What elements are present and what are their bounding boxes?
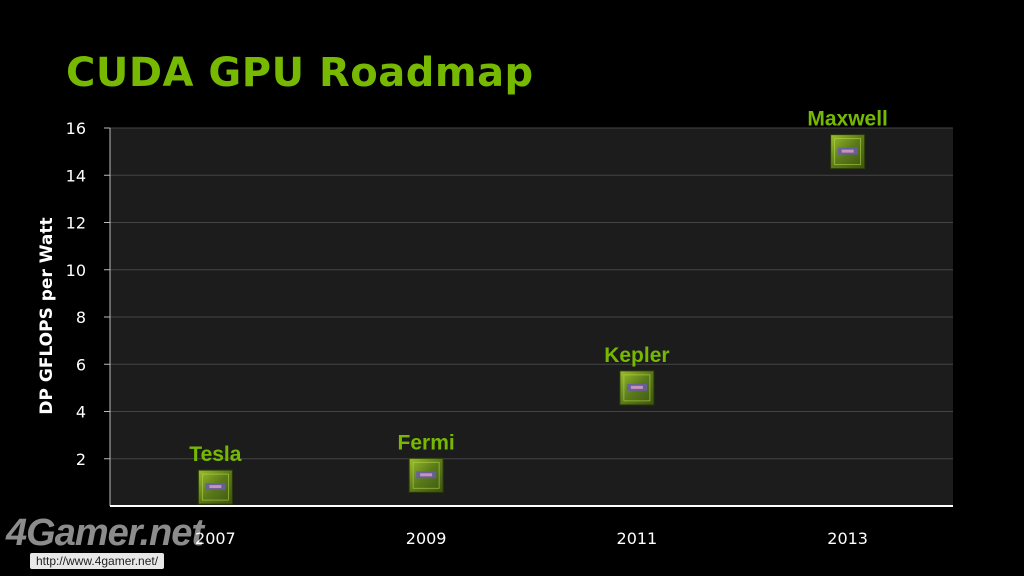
point-label: Fermi: [398, 431, 455, 454]
y-axis-label: DP GFLOPS per Watt: [37, 217, 57, 414]
point-label: Maxwell: [807, 108, 888, 131]
y-tick-label: 6: [76, 355, 86, 374]
x-tick-label: 2011: [617, 529, 658, 548]
y-tick-label: 16: [66, 119, 86, 138]
watermark-logo: 4Gamer.net: [6, 512, 204, 554]
x-tick-label: 2007: [195, 529, 236, 548]
x-tick-label: 2009: [406, 529, 447, 548]
y-tick-label: 10: [66, 261, 86, 280]
gpu-chip-icon: [619, 370, 655, 406]
point-label: Tesla: [189, 443, 241, 466]
y-tick-label: 14: [66, 166, 86, 185]
point-label: Kepler: [604, 344, 669, 367]
gpu-chip-icon: [408, 457, 444, 493]
y-tick-label: 12: [66, 214, 86, 233]
y-tick-label: 4: [76, 403, 86, 422]
gpu-chip-icon: [830, 134, 866, 170]
slide-title: CUDA GPU Roadmap: [66, 50, 534, 96]
y-tick-label: 2: [76, 450, 86, 469]
watermark-url: http://www.4gamer.net/: [30, 553, 165, 569]
x-tick-label: 2013: [827, 529, 868, 548]
y-tick-label: 8: [76, 308, 86, 327]
gpu-chip-icon: [197, 469, 233, 505]
